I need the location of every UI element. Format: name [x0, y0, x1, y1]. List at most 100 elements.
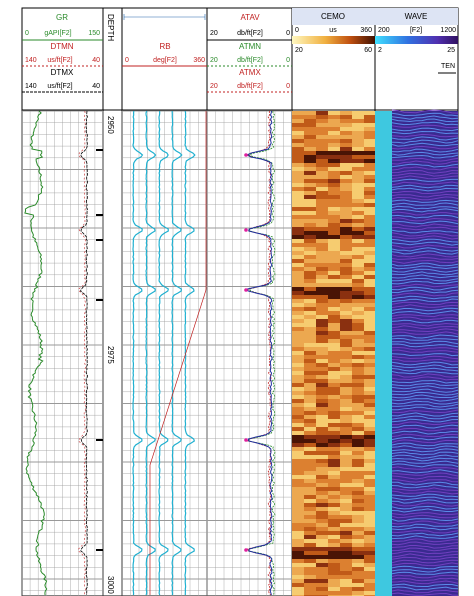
cemo-pixel: [352, 395, 365, 400]
cemo-pixel: [328, 187, 341, 192]
cemo-pixel: [328, 555, 341, 560]
cemo-pixel: [352, 527, 365, 532]
cemo-pixel: [304, 415, 317, 420]
cemo-pixel: [364, 535, 377, 540]
cemo-pixel: [304, 587, 317, 592]
cemo-pixel: [304, 455, 317, 460]
cemo-pixel: [340, 431, 353, 436]
cemo-pixel: [340, 315, 353, 320]
cemo-pixel: [292, 135, 305, 140]
cemo-pixel: [364, 159, 377, 164]
cemo-pixel: [328, 319, 341, 324]
cemo-pixel: [352, 159, 365, 164]
cemo-pixel: [340, 503, 353, 508]
cemo-pixel: [328, 115, 341, 120]
cemo-pixel: [316, 287, 329, 292]
cemo-pixel: [364, 499, 377, 504]
wave-stripe: [391, 112, 459, 117]
cemo-pixel: [292, 535, 305, 540]
cemo-pixel: [304, 383, 317, 388]
cemo-pixel: [364, 407, 377, 412]
cemo-pixel: [352, 511, 365, 516]
wave-stripe: [391, 328, 459, 333]
cemo-pixel: [328, 355, 341, 360]
cemo-pixel: [316, 343, 329, 348]
wave-stripe: [391, 274, 459, 279]
cemo-pixel: [352, 343, 365, 348]
cemo-pixel: [340, 147, 353, 152]
cemo-pixel: [316, 567, 329, 572]
cemo-pixel: [352, 271, 365, 276]
cemo-pixel: [328, 255, 341, 260]
wave-min: 200: [378, 27, 390, 34]
wave-stripe: [391, 532, 459, 537]
cemo-pixel: [352, 163, 365, 168]
cemo-pixel: [304, 535, 317, 540]
cemo-pixel: [364, 235, 377, 240]
wave-unit: [F2]: [410, 27, 422, 34]
cemo-pixel: [304, 127, 317, 132]
wave-stripe: [391, 550, 459, 555]
cemo-pixel: [352, 387, 365, 392]
wave-stripe: [391, 181, 459, 186]
cemo-pixel: [328, 419, 341, 424]
cemo-pixel: [352, 523, 365, 528]
cemo-pixel: [292, 191, 305, 196]
cemo-pixel: [328, 495, 341, 500]
cemo-pixel: [364, 451, 377, 456]
cemo-pixel: [292, 571, 305, 576]
wave-stripe: [391, 379, 459, 384]
cemo-pixel: [328, 171, 341, 176]
cemo-pixel: [316, 527, 329, 532]
cemo-pixel: [316, 371, 329, 376]
cemo-pixel: [364, 559, 377, 564]
cemo-pixel: [352, 315, 365, 320]
cemo-pixel: [316, 167, 329, 172]
cemo-pixel: [328, 219, 341, 224]
cemo-pixel: [352, 555, 365, 560]
cemo-pixel: [304, 259, 317, 264]
depth-title: DEPTH: [106, 14, 115, 41]
cemo-pixel: [316, 259, 329, 264]
cemo-pixel: [316, 351, 329, 356]
cemo-pixel: [364, 283, 377, 288]
cemo-pixel: [304, 147, 317, 152]
cemo-pixel: [340, 227, 353, 232]
atmn-max: 0: [286, 57, 290, 64]
cemo-pixel: [292, 143, 305, 148]
cemo-pixel: [352, 307, 365, 312]
cemo-pixel: [340, 467, 353, 472]
cemo-pixel: [292, 503, 305, 508]
cemo-pixel: [340, 203, 353, 208]
cemo-pixel: [328, 391, 341, 396]
wave-range-min: 2: [378, 47, 382, 54]
cemo-pixel: [364, 571, 377, 576]
cemo-pixel: [364, 531, 377, 536]
cemo-pixel: [292, 239, 305, 244]
cemo-pixel: [292, 223, 305, 228]
dtmn-title: DTMN: [50, 42, 73, 51]
cemo-pixel: [292, 219, 305, 224]
cemo-pixel: [292, 391, 305, 396]
cemo-pixel: [328, 575, 341, 580]
wave-stripe: [391, 349, 459, 353]
cemo-pixel: [352, 211, 365, 216]
cemo-pixel: [304, 343, 317, 348]
wave-stripe: [391, 166, 459, 171]
cemo-pixel: [316, 523, 329, 528]
cemo-pixel: [328, 527, 341, 532]
cemo-pixel: [328, 223, 341, 228]
cemo-pixel: [364, 223, 377, 228]
cemo-pixel: [364, 255, 377, 260]
cemo-pixel: [316, 407, 329, 412]
cemo-pixel: [364, 383, 377, 388]
atav-marker: [244, 153, 248, 157]
cemo-pixel: [292, 307, 305, 312]
cemo-pixel: [304, 267, 317, 272]
cemo-pixel: [316, 267, 329, 272]
atmx-title: ATMX: [239, 68, 261, 77]
cemo-pixel: [304, 183, 317, 188]
gr-unit: gAPI[F2]: [44, 30, 71, 37]
cemo-pixel: [352, 119, 365, 124]
cemo-pixel: [304, 439, 317, 444]
